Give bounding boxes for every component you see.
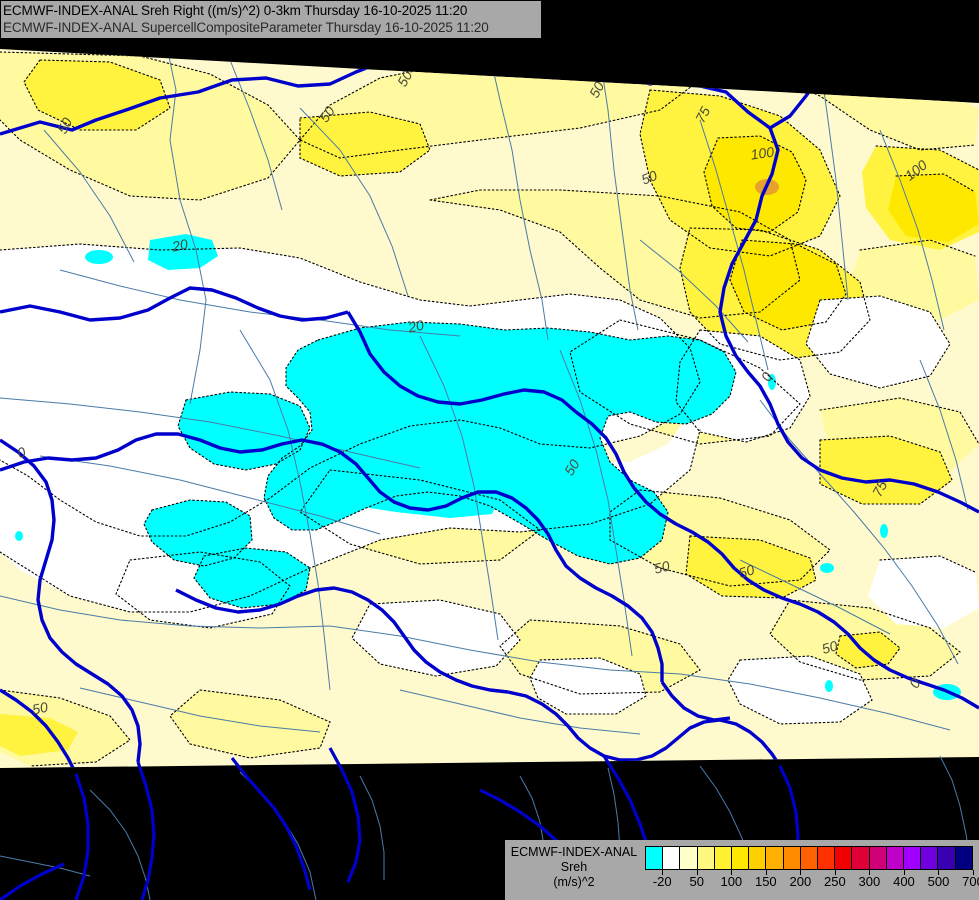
legend-tick-label-50: 50 — [689, 874, 705, 889]
svg-text:50: 50 — [639, 167, 660, 188]
legend-tick-mark-250 — [834, 870, 836, 875]
svg-text:50: 50 — [652, 557, 671, 576]
legend-swatch-6 — [749, 847, 767, 869]
legend-swatch-7 — [766, 847, 784, 869]
legend-swatch-11 — [835, 847, 853, 869]
legend-swatch-17 — [938, 847, 956, 869]
svg-text:75: 75 — [692, 104, 714, 125]
legend-swatch-2 — [680, 847, 698, 869]
legend-tick-mark-700 — [973, 870, 974, 875]
svg-text:50: 50 — [394, 68, 416, 90]
legend-tick-label--20: -20 — [652, 874, 672, 889]
svg-text:75: 75 — [869, 478, 891, 499]
legend-tick-mark-300 — [869, 870, 871, 875]
legend-field-name: Sreh — [560, 860, 588, 874]
legend-swatch-9 — [800, 847, 819, 869]
legend-tick-mark-150 — [765, 870, 767, 875]
legend-swatch-12 — [852, 847, 870, 869]
legend-tick-label-500: 500 — [927, 874, 950, 889]
legend-tick-label-400: 400 — [893, 874, 915, 889]
svg-text:50: 50 — [820, 637, 840, 657]
svg-text:50: 50 — [561, 456, 583, 478]
legend-swatch-15 — [904, 847, 922, 869]
legend-tick-label-100: 100 — [720, 874, 743, 889]
legend-tick-mark-500 — [938, 870, 940, 875]
legend-swatch-4 — [714, 847, 733, 869]
legend-swatch-1 — [663, 847, 681, 869]
fill-band-100-plus — [704, 136, 979, 330]
legend-swatch-8 — [783, 847, 801, 869]
color-scale-legend: ECMWF-INDEX-ANAL Sreh (m/s)^2 -20 50 100 15… — [505, 840, 979, 900]
svg-text:50: 50 — [31, 699, 50, 718]
legend-caption: ECMWF-INDEX-ANAL Sreh (m/s)^2 — [505, 840, 643, 890]
legend-swatch-0 — [646, 847, 664, 869]
legend-tick-label-700: 700 — [962, 874, 979, 889]
svg-text:50: 50 — [586, 79, 608, 100]
legend-tick-label-300: 300 — [858, 874, 881, 889]
legend-tick-mark-100 — [731, 870, 733, 875]
title-line-secondary: ECMWF-INDEX-ANAL SupercellCompositeParam… — [3, 20, 489, 35]
legend-swatch-13 — [869, 847, 887, 869]
legend-swatch-3 — [697, 847, 715, 869]
legend-colorbar[interactable] — [645, 846, 973, 870]
svg-text:20: 20 — [170, 236, 190, 255]
svg-text:100: 100 — [750, 143, 776, 162]
legend-tick-label-250: 250 — [824, 874, 846, 889]
svg-text:50: 50 — [54, 115, 76, 136]
legend-colorbar-wrap: -20 50 100 150 200 250 300 400 500 700 — [645, 846, 979, 892]
fill-band-below-zero — [15, 234, 961, 700]
svg-text:50: 50 — [737, 561, 757, 581]
legend-tick-axis: -20 50 100 150 200 250 300 400 500 700 — [645, 870, 979, 892]
title-line-primary: ECMWF-INDEX-ANAL Sreh Right ((m/s)^2) 0-… — [3, 3, 468, 18]
legend-swatch-18 — [955, 847, 972, 869]
svg-text:20: 20 — [406, 317, 426, 336]
legend-tick-mark-400 — [903, 870, 905, 875]
legend-tick-label-200: 200 — [789, 874, 812, 889]
legend-model-name: ECMWF-INDEX-ANAL — [510, 845, 638, 859]
legend-swatch-10 — [818, 847, 836, 869]
legend-tick-mark-50 — [696, 870, 698, 875]
legend-swatch-16 — [921, 847, 939, 869]
legend-tick-mark--20 — [662, 870, 664, 875]
title-bar: ECMWF-INDEX-ANAL Sreh Right ((m/s)^2) 0-… — [0, 0, 542, 39]
legend-swatch-5 — [732, 847, 750, 869]
legend-tick-mark-200 — [800, 870, 802, 875]
legend-tick-label-150: 150 — [754, 874, 777, 889]
rivers-layer — [0, 51, 969, 735]
legend-units: (m/s)^2 — [553, 875, 595, 889]
legend-swatch-14 — [886, 847, 905, 869]
